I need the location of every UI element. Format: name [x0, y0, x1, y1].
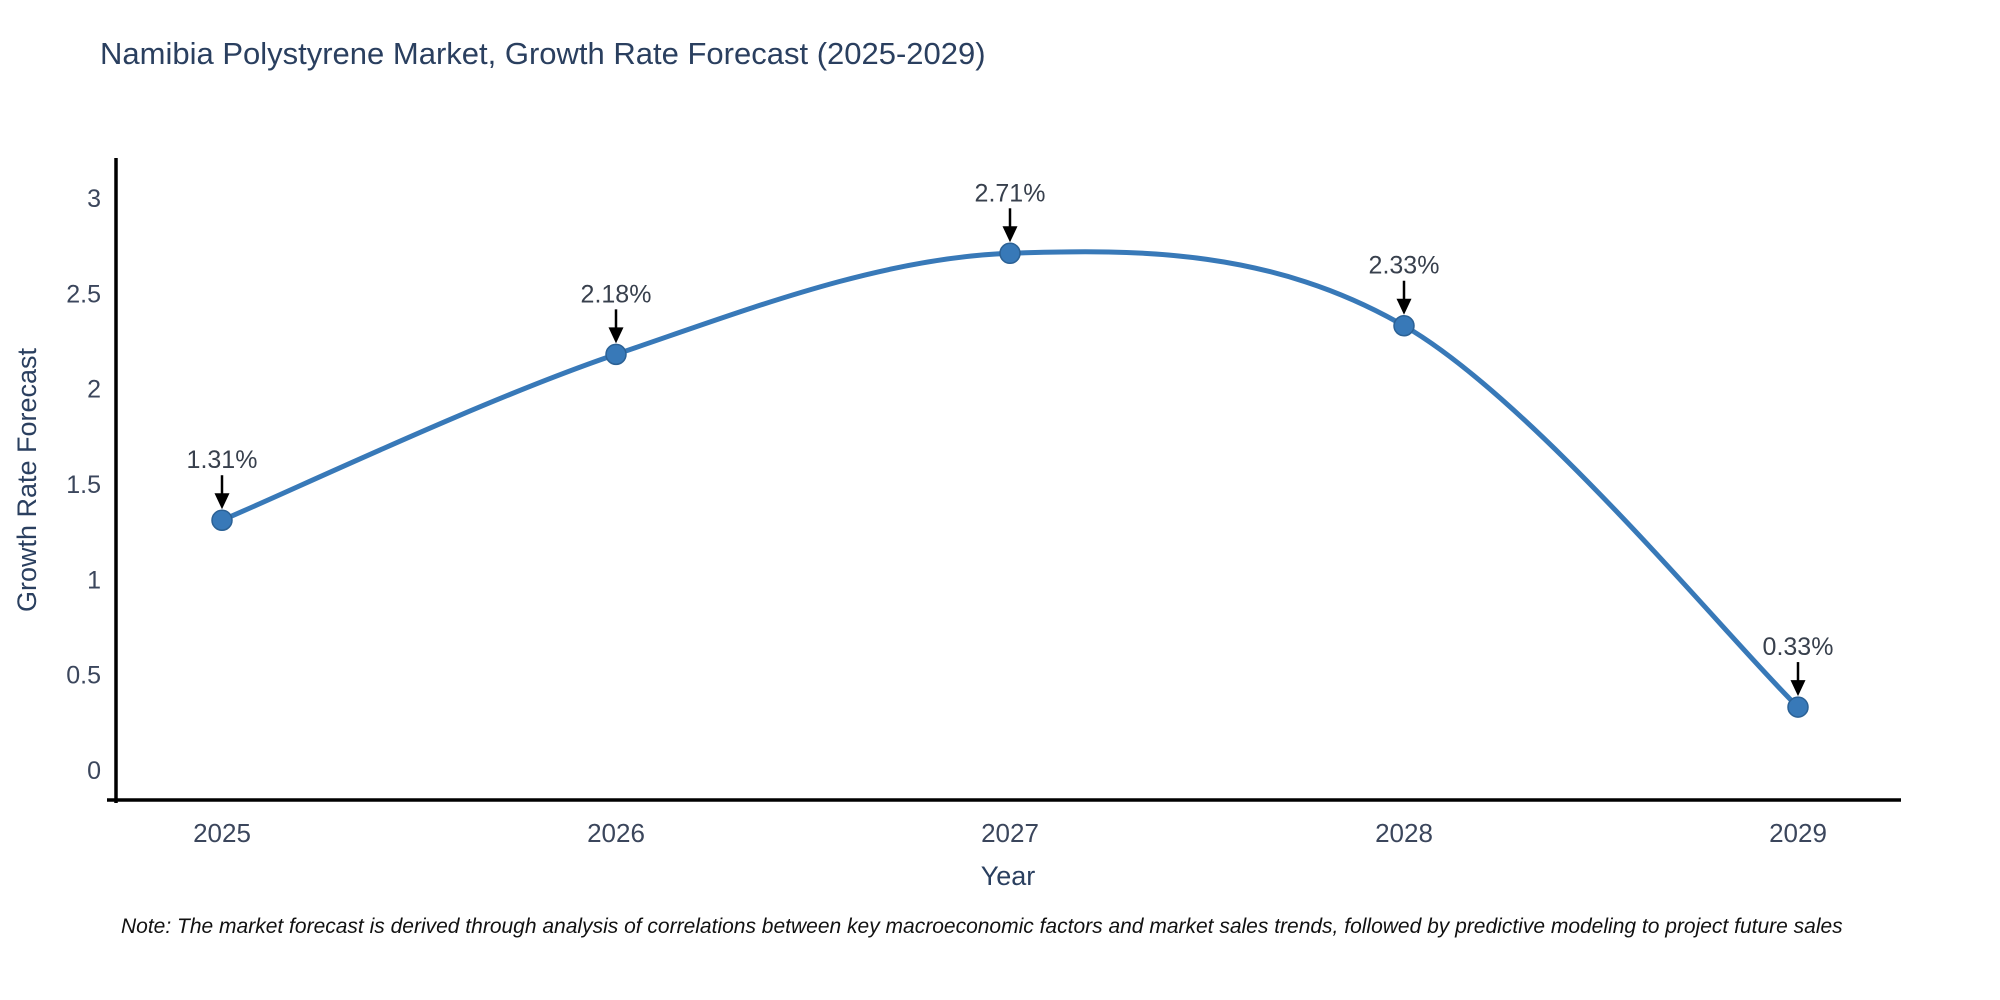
- data-point-2026[interactable]: [605, 343, 627, 366]
- chart-title: Namibia Polystyrene Market, Growth Rate …: [100, 36, 986, 71]
- y-tick-label-1-5: 1.5: [66, 471, 101, 499]
- y-axis-title: Growth Rate Forecast: [12, 347, 42, 612]
- annotation-label-2025: 1.31%: [187, 446, 258, 474]
- y-tick-label-0-5: 0.5: [66, 662, 101, 690]
- annotation-arrowhead-icon: [1790, 680, 1806, 697]
- y-tick-label-0: 0: [87, 757, 101, 785]
- annotation-arrowhead-icon: [1396, 298, 1412, 315]
- annotation-arrowhead-icon: [608, 327, 624, 344]
- data-point-2028[interactable]: [1393, 314, 1415, 337]
- y-tick-label-1: 1: [87, 566, 101, 594]
- x-tick-label-2025: 2025: [193, 818, 251, 848]
- x-tick-label-2026: 2026: [587, 818, 645, 848]
- x-axis-title: Year: [981, 861, 1036, 891]
- x-tick-label-2028: 2028: [1375, 818, 1433, 848]
- annotation-label-2026: 2.18%: [581, 280, 652, 308]
- annotation-label-2028: 2.33%: [1369, 252, 1440, 280]
- data-point-2025[interactable]: [211, 509, 233, 531]
- annotation-label-2027: 2.71%: [975, 179, 1046, 207]
- forecast-line: [219, 249, 1801, 710]
- footnote-text: Note: The market forecast is derived thr…: [121, 915, 1843, 938]
- data-point-2029[interactable]: [1787, 696, 1809, 718]
- data-point-2027[interactable]: [999, 242, 1021, 265]
- y-tick-label-2-5: 2.5: [66, 280, 101, 308]
- annotation-arrowhead-icon: [214, 493, 230, 510]
- annotation-arrowhead-icon: [1002, 226, 1018, 243]
- y-tick-label-3: 3: [87, 185, 101, 213]
- annotation-label-2029: 0.33%: [1763, 633, 1834, 661]
- x-tick-label-2029: 2029: [1769, 818, 1827, 848]
- x-tick-label-2027: 2027: [981, 818, 1039, 848]
- y-tick-label-2: 2: [87, 376, 101, 404]
